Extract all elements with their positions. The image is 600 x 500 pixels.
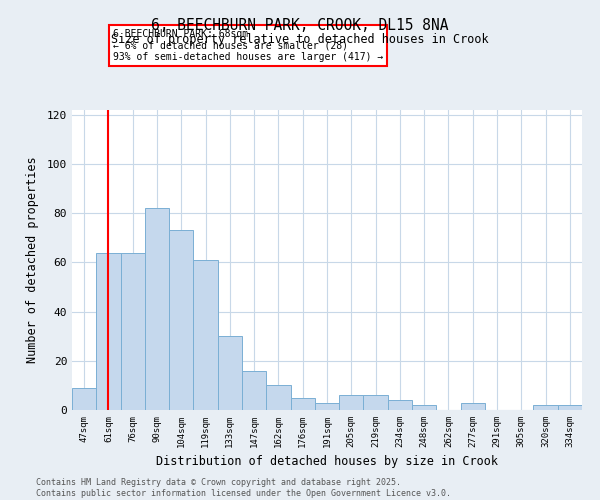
Bar	[461, 402, 485, 410]
Bar	[121, 252, 145, 410]
Bar	[242, 370, 266, 410]
Bar	[339, 395, 364, 410]
Bar	[388, 400, 412, 410]
Bar	[169, 230, 193, 410]
Bar	[364, 395, 388, 410]
Bar	[145, 208, 169, 410]
Bar	[72, 388, 96, 410]
Text: 6 BEECHBURN PARK: 68sqm
← 6% of detached houses are smaller (28)
93% of semi-det: 6 BEECHBURN PARK: 68sqm ← 6% of detached…	[113, 29, 383, 62]
Text: Contains HM Land Registry data © Crown copyright and database right 2025.
Contai: Contains HM Land Registry data © Crown c…	[36, 478, 451, 498]
Y-axis label: Number of detached properties: Number of detached properties	[26, 156, 38, 364]
Bar	[558, 405, 582, 410]
Bar	[412, 405, 436, 410]
Bar	[533, 405, 558, 410]
X-axis label: Distribution of detached houses by size in Crook: Distribution of detached houses by size …	[156, 456, 498, 468]
Text: Size of property relative to detached houses in Crook: Size of property relative to detached ho…	[111, 32, 489, 46]
Bar	[193, 260, 218, 410]
Text: 6, BEECHBURN PARK, CROOK, DL15 8NA: 6, BEECHBURN PARK, CROOK, DL15 8NA	[151, 18, 449, 32]
Bar	[218, 336, 242, 410]
Bar	[290, 398, 315, 410]
Bar	[96, 252, 121, 410]
Bar	[315, 402, 339, 410]
Bar	[266, 386, 290, 410]
